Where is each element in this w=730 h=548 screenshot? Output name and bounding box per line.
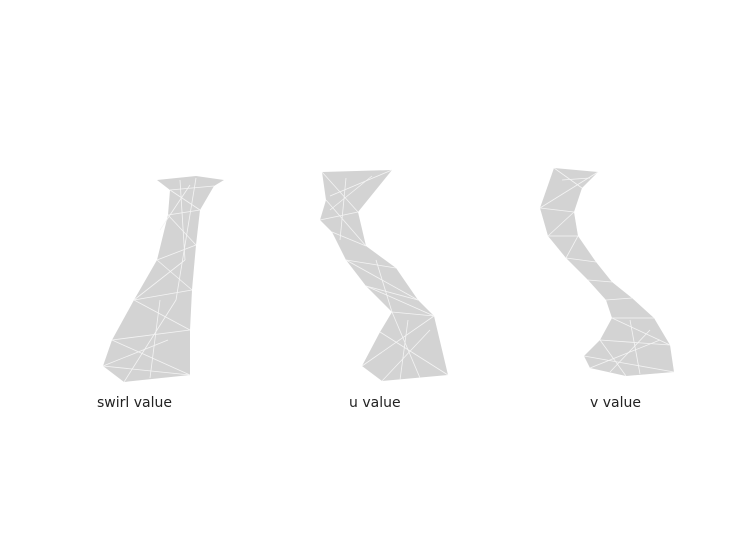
u-value-label: u value <box>349 395 401 411</box>
v-value-label: v value <box>590 395 641 411</box>
swirl-value-label: swirl value <box>97 395 172 411</box>
u-shape <box>319 169 449 382</box>
swirl-shape <box>102 176 224 383</box>
v-shape <box>539 167 675 377</box>
